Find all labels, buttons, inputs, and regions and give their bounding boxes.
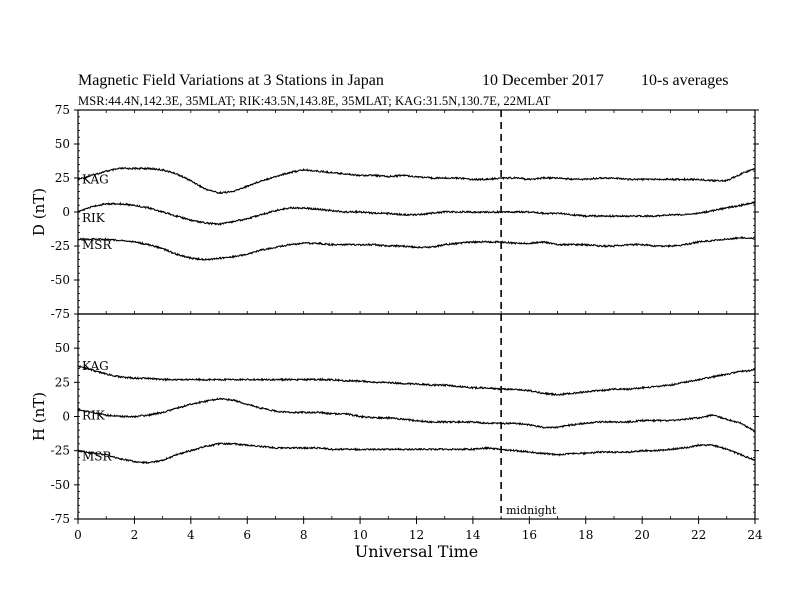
panel-frame xyxy=(77,313,756,520)
y-axis-label: D (nT) xyxy=(30,188,48,236)
x-tick-label: 6 xyxy=(243,528,251,542)
x-tick-label: 10 xyxy=(352,528,367,542)
series-label-rik: RIK xyxy=(82,409,106,423)
series-label-msr: MSR xyxy=(82,238,113,252)
x-tick-label: 24 xyxy=(747,528,763,542)
series-label-kag: KAG xyxy=(82,172,109,186)
y-tick-label: 25 xyxy=(55,171,70,185)
x-tick-label: 0 xyxy=(74,528,82,542)
x-tick-label: 18 xyxy=(578,528,593,542)
x-tick-label: 12 xyxy=(409,528,424,542)
series-line-msr xyxy=(77,442,756,465)
x-tick-label: 14 xyxy=(465,528,481,542)
series-label-kag: KAG xyxy=(82,359,109,373)
series-line-msr xyxy=(78,235,756,261)
y-tick-label: -75 xyxy=(51,307,70,321)
y-tick-label: 75 xyxy=(55,103,70,117)
x-tick-label: 2 xyxy=(131,528,139,542)
series-line-rik xyxy=(77,200,756,226)
averaging-label: 10-s averages xyxy=(641,72,729,89)
series-line-kag xyxy=(77,364,756,397)
y-tick-label: -50 xyxy=(51,273,70,287)
series-line-kag xyxy=(77,166,756,195)
midnight-label: midnight xyxy=(506,504,557,517)
series-line-rik xyxy=(77,397,756,433)
y-tick-label: -50 xyxy=(51,478,70,492)
y-tick-label: -25 xyxy=(51,444,70,458)
x-tick-label: 22 xyxy=(691,528,706,542)
chart-title: Magnetic Field Variations at 3 Stations … xyxy=(78,72,384,89)
chart-date: 10 December 2017 xyxy=(482,72,604,89)
y-tick-label: 50 xyxy=(55,137,70,151)
y-tick-label: -75 xyxy=(51,512,70,526)
x-tick-label: 16 xyxy=(522,528,537,542)
x-tick-label: 8 xyxy=(300,528,308,542)
y-tick-label: 50 xyxy=(55,341,70,355)
series-label-rik: RIK xyxy=(82,211,106,225)
station-coordinates: MSR:44.4N,142.3E, 35MLAT; RIK:43.5N,143.… xyxy=(78,94,551,108)
x-tick-label: 20 xyxy=(635,528,650,542)
series-label-msr: MSR xyxy=(82,450,113,464)
y-tick-label: 25 xyxy=(55,375,70,389)
y-tick-label: 0 xyxy=(62,205,70,219)
y-tick-label: -25 xyxy=(51,239,70,253)
y-axis-label: H (nT) xyxy=(30,392,48,441)
y-tick-label: 0 xyxy=(62,410,70,424)
x-axis-label: Universal Time xyxy=(355,542,478,561)
panel-frame xyxy=(77,109,756,315)
x-tick-label: 4 xyxy=(187,528,195,542)
